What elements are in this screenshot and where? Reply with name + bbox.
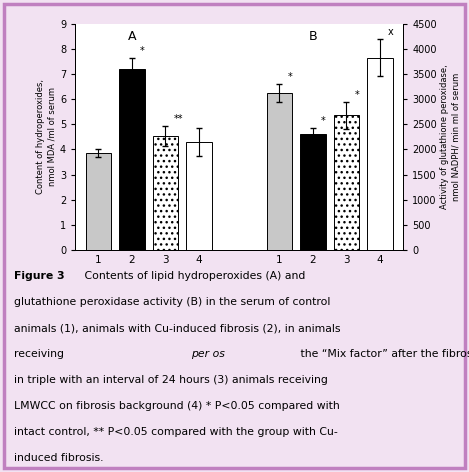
Text: receiving: receiving xyxy=(14,349,68,359)
Text: intact control, ** P<0.05 compared with the group with Cu-: intact control, ** P<0.05 compared with … xyxy=(14,427,338,437)
Bar xyxy=(186,142,212,250)
Text: in triple with an interval of 24 hours (3) animals receiving: in triple with an interval of 24 hours (… xyxy=(14,375,328,385)
Text: *: * xyxy=(355,90,359,100)
Bar xyxy=(119,69,145,250)
Text: Figure 3: Figure 3 xyxy=(14,271,65,281)
Y-axis label: Content of hydroperoxides,
nmol MDA /ml of serum: Content of hydroperoxides, nmol MDA /ml … xyxy=(36,79,57,194)
Text: induced fibrosis.: induced fibrosis. xyxy=(14,453,104,463)
Text: per os: per os xyxy=(191,349,225,359)
Text: **: ** xyxy=(174,114,183,124)
Text: A: A xyxy=(128,30,136,43)
Bar xyxy=(367,58,393,250)
Text: *: * xyxy=(140,46,145,56)
Text: *: * xyxy=(287,72,292,82)
Text: Contents of lipid hydroperoxides (A) and: Contents of lipid hydroperoxides (A) and xyxy=(81,271,305,281)
Bar xyxy=(86,153,111,250)
Text: B: B xyxy=(309,30,317,43)
Bar xyxy=(333,116,359,250)
Text: *: * xyxy=(321,116,325,126)
Text: x: x xyxy=(388,27,393,37)
Bar xyxy=(300,135,325,250)
Bar xyxy=(267,93,292,250)
Text: LMWCC on fibrosis background (4) * P<0.05 compared with: LMWCC on fibrosis background (4) * P<0.0… xyxy=(14,401,340,411)
Y-axis label: Activity of glutathione peroxidase,
nmol NADPH/ min ml of serum: Activity of glutathione peroxidase, nmol… xyxy=(440,65,461,209)
Text: animals (1), animals with Cu-induced fibrosis (2), in animals: animals (1), animals with Cu-induced fib… xyxy=(14,323,340,333)
Text: the “Mix factor” after the fibrosis induction: the “Mix factor” after the fibrosis indu… xyxy=(297,349,469,359)
Text: glutathione peroxidase activity (B) in the serum of control: glutathione peroxidase activity (B) in t… xyxy=(14,297,331,307)
Bar xyxy=(153,135,178,250)
